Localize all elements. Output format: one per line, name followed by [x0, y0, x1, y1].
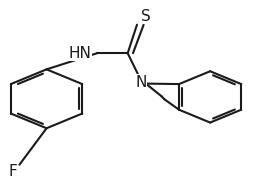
- Text: S: S: [141, 9, 151, 24]
- Text: HN: HN: [68, 46, 91, 61]
- Text: N: N: [135, 75, 147, 90]
- Text: F: F: [9, 164, 17, 179]
